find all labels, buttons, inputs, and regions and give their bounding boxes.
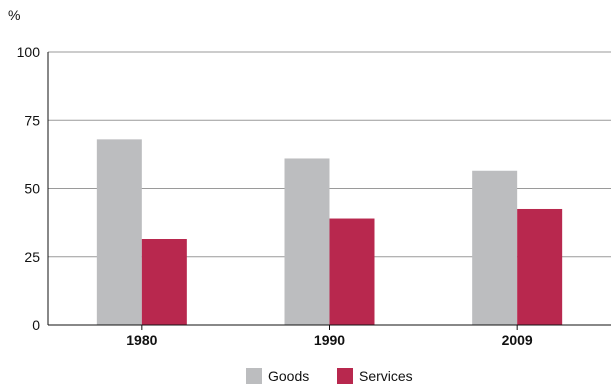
x-axis-category-labels: 1980 1990 2009 xyxy=(126,325,533,348)
y-axis-unit-label: % xyxy=(8,7,20,23)
legend-swatch-goods xyxy=(246,368,262,384)
y-axis-ticks: 0 25 50 75 100 xyxy=(17,44,41,333)
bar-services-2009 xyxy=(517,208,563,325)
x-category-label: 1980 xyxy=(126,332,157,348)
legend-label-goods: Goods xyxy=(268,368,309,384)
y-tick-label: 100 xyxy=(17,44,41,60)
x-category-label: 1990 xyxy=(314,332,345,348)
legend-label-services: Services xyxy=(359,368,413,384)
bar-services-1980 xyxy=(141,239,187,325)
legend: Goods Services xyxy=(246,368,413,384)
bar-services-1990 xyxy=(329,218,375,325)
y-tick-label: 0 xyxy=(32,317,40,333)
bar-goods-1990 xyxy=(284,158,330,325)
bars xyxy=(96,139,563,325)
x-category-label: 2009 xyxy=(502,332,533,348)
y-tick-label: 25 xyxy=(24,249,40,265)
y-tick-label: 75 xyxy=(24,112,40,128)
y-tick-label: 50 xyxy=(24,181,40,197)
bar-goods-2009 xyxy=(472,170,518,325)
bar-goods-1980 xyxy=(96,139,142,325)
legend-swatch-services xyxy=(337,368,353,384)
